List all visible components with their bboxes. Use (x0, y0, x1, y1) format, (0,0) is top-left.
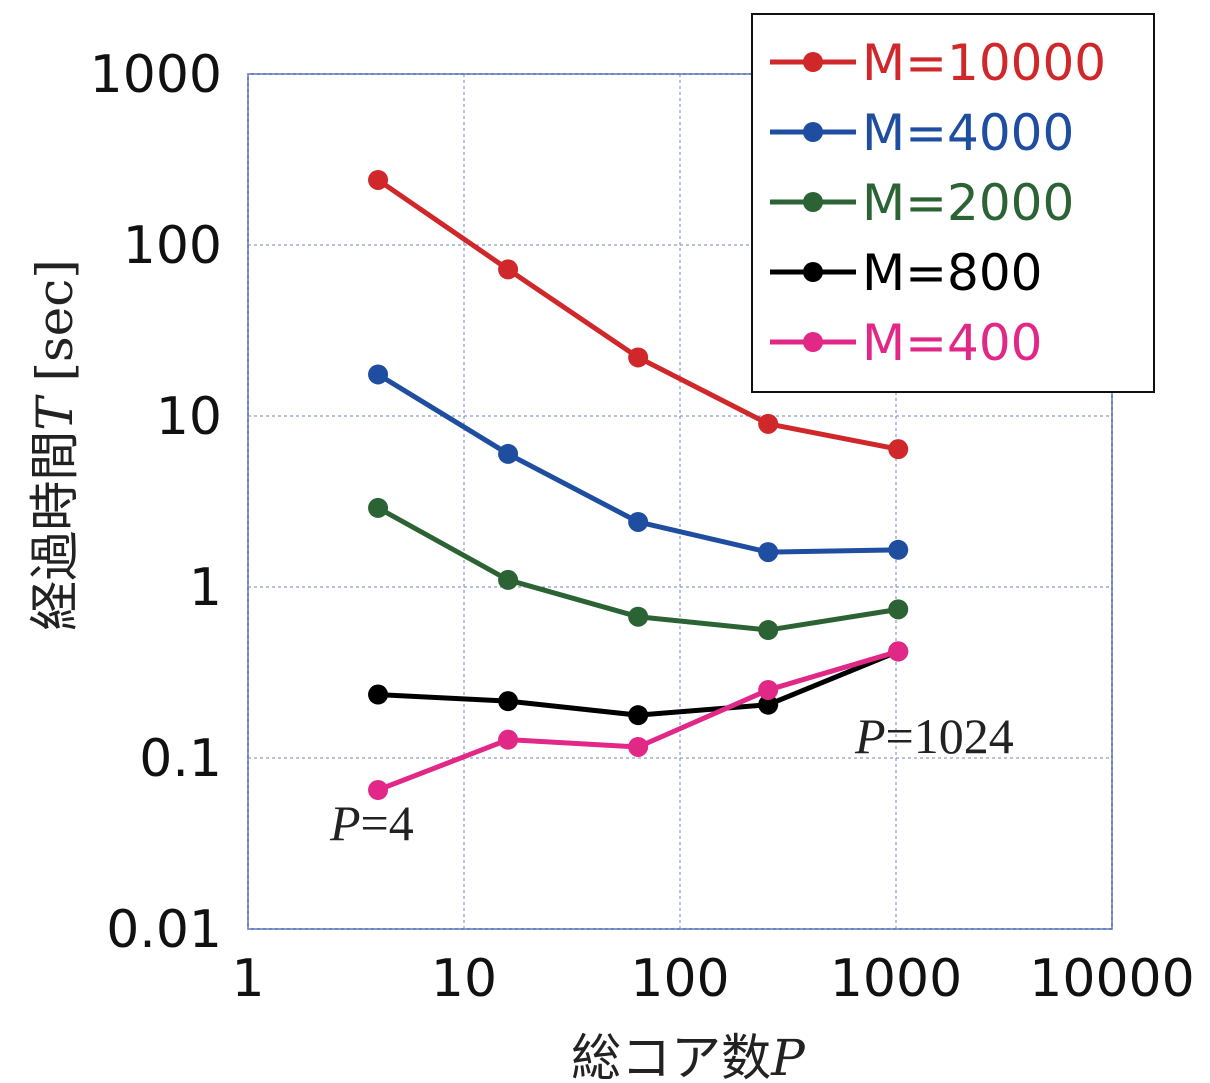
data-point (498, 691, 519, 712)
y-tick-label: 1000 (90, 45, 222, 105)
legend-entry: M=400 (770, 314, 1042, 372)
legend-entry: M=4000 (770, 104, 1074, 162)
series-M=2000 (368, 497, 909, 641)
data-point (758, 620, 779, 641)
data-point (368, 169, 389, 190)
legend-marker (803, 52, 823, 72)
legend-label: M=4000 (862, 104, 1074, 162)
x-tick-label: 100 (630, 949, 729, 1009)
data-point (498, 729, 519, 750)
y-tick-label: 1 (189, 558, 222, 618)
data-point (758, 413, 779, 434)
legend-label: M=2000 (862, 174, 1074, 232)
legend: M=10000 M=4000 M=2000 M=800 M=400 (751, 13, 1155, 393)
legend-entry: M=10000 (770, 34, 1106, 92)
series-M=800 (368, 641, 909, 726)
data-point (368, 364, 389, 385)
x-axis-title-var: P (770, 1029, 806, 1083)
legend-entry: M=800 (770, 244, 1042, 302)
legend-label: M=10000 (862, 34, 1106, 92)
data-point (628, 511, 649, 532)
data-point (368, 497, 389, 518)
x-tick-label: 1 (231, 949, 264, 1009)
data-point (888, 599, 909, 620)
x-tick-label: 10000 (1029, 949, 1194, 1009)
y-axis-title: 経過時間T [sec] (26, 259, 84, 631)
x-axis-title: 総コア数P (571, 1029, 806, 1083)
data-point (888, 439, 909, 460)
data-point (628, 347, 649, 368)
data-point (368, 684, 389, 705)
y-axis-title-unit: [sec] (26, 259, 84, 397)
y-axis-title-var: T (26, 394, 84, 431)
legend-marker (803, 122, 823, 142)
data-point (888, 641, 909, 662)
legend-label: M=400 (862, 314, 1042, 372)
data-point (368, 779, 389, 800)
y-tick-label: 0.01 (106, 900, 222, 960)
x-tick-label: 10 (431, 949, 497, 1009)
series-M=400 (368, 641, 909, 800)
x-tick-labels: 1 10 100 1000 10000 (231, 949, 1194, 1009)
annotation-p4: P=4 (329, 795, 414, 851)
legend-entry: M=2000 (770, 174, 1074, 232)
series-layer (368, 169, 909, 800)
data-point (628, 736, 649, 757)
data-point (498, 259, 519, 280)
data-point (628, 606, 649, 627)
y-tick-label: 100 (123, 216, 222, 276)
y-axis-title-jp: 経過時間 (26, 431, 84, 631)
data-point (498, 443, 519, 464)
data-point (628, 705, 649, 726)
data-point (498, 569, 519, 590)
legend-marker (803, 192, 823, 212)
grid (247, 73, 1113, 930)
data-point (758, 542, 779, 563)
data-point (758, 679, 779, 700)
annotation-p1024: P=1024 (854, 708, 1014, 764)
y-tick-label: 10 (156, 387, 222, 447)
series-M=10000 (368, 169, 909, 460)
series-M=4000 (368, 364, 909, 563)
legend-marker (803, 262, 823, 282)
data-point (758, 694, 779, 715)
data-point (888, 539, 909, 560)
y-tick-label: 0.1 (139, 729, 222, 789)
legend-label: M=800 (862, 244, 1042, 302)
x-axis-title-jp: 総コア数 (571, 1029, 771, 1083)
y-tick-labels: 0.01 0.1 1 10 100 1000 (90, 45, 222, 960)
legend-marker (803, 332, 823, 352)
x-tick-label: 1000 (830, 949, 962, 1009)
